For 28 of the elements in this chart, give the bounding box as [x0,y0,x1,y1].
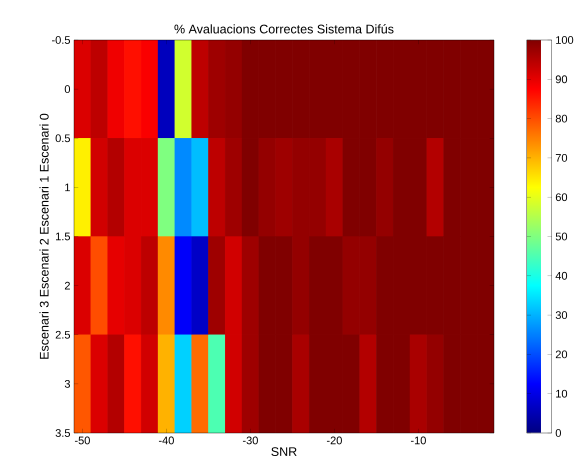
y-tick-label: 2.5 [56,330,70,339]
color-bar-label: 100 [556,36,574,44]
x-tick-label: -40 [158,436,174,444]
color-bar-label: 70 [556,154,568,162]
color-bar-label: 40 [556,272,568,280]
color-bar-label: 30 [556,311,568,319]
chart-title: % Avaluacions Correctes Sistema Difús [174,24,394,34]
color-bar-label: 10 [556,390,568,398]
y-tick-label: 3 [64,380,70,388]
y-axis-title: Escenari 3 Escenari 2 Escenari 1 Escenari 0 [39,114,49,359]
x-axis-title: SNR [271,447,297,456]
x-tick-label: -10 [410,436,426,444]
color-bar-label: 0 [556,429,561,437]
color-bar-label: 20 [556,350,568,358]
color-bar-label: 50 [556,232,568,240]
x-tick-label: -50 [74,436,90,444]
y-tick-label: 0 [64,85,70,94]
x-tick-label: -30 [242,436,258,444]
color-bar-label: 80 [556,114,568,122]
y-tick-label: 1.5 [56,232,70,240]
y-tick-label: 0.5 [56,134,70,142]
y-tick-label: 1 [65,184,70,192]
color-bar-label: 60 [556,193,568,202]
x-tick-label: -20 [326,436,342,444]
y-tick-label: 2 [64,282,70,290]
y-tick-label: 3.5 [56,429,70,437]
color-bar-label: 90 [556,75,568,84]
y-tick-label: -0.5 [52,36,70,44]
